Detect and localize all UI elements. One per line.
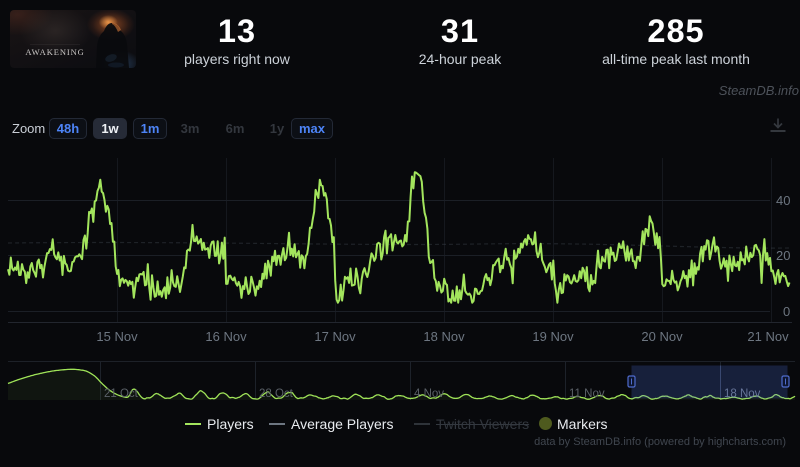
svg-text:0: 0 [783,304,790,319]
svg-text:4 Nov: 4 Nov [414,388,444,400]
svg-text:21 Oct: 21 Oct [104,388,139,400]
svg-text:15 Nov: 15 Nov [96,329,138,344]
svg-text:20: 20 [776,248,790,263]
svg-text:11 Nov: 11 Nov [569,388,605,400]
svg-text:21 Nov: 21 Nov [747,329,789,344]
svg-text:28 Oct: 28 Oct [259,388,294,400]
svg-text:19 Nov: 19 Nov [532,329,574,344]
svg-text:20 Nov: 20 Nov [641,329,683,344]
svg-text:18 Nov: 18 Nov [423,329,465,344]
svg-text:18 Nov: 18 Nov [724,388,761,400]
svg-text:16 Nov: 16 Nov [205,329,247,344]
svg-text:17 Nov: 17 Nov [314,329,356,344]
svg-text:40: 40 [776,193,790,208]
